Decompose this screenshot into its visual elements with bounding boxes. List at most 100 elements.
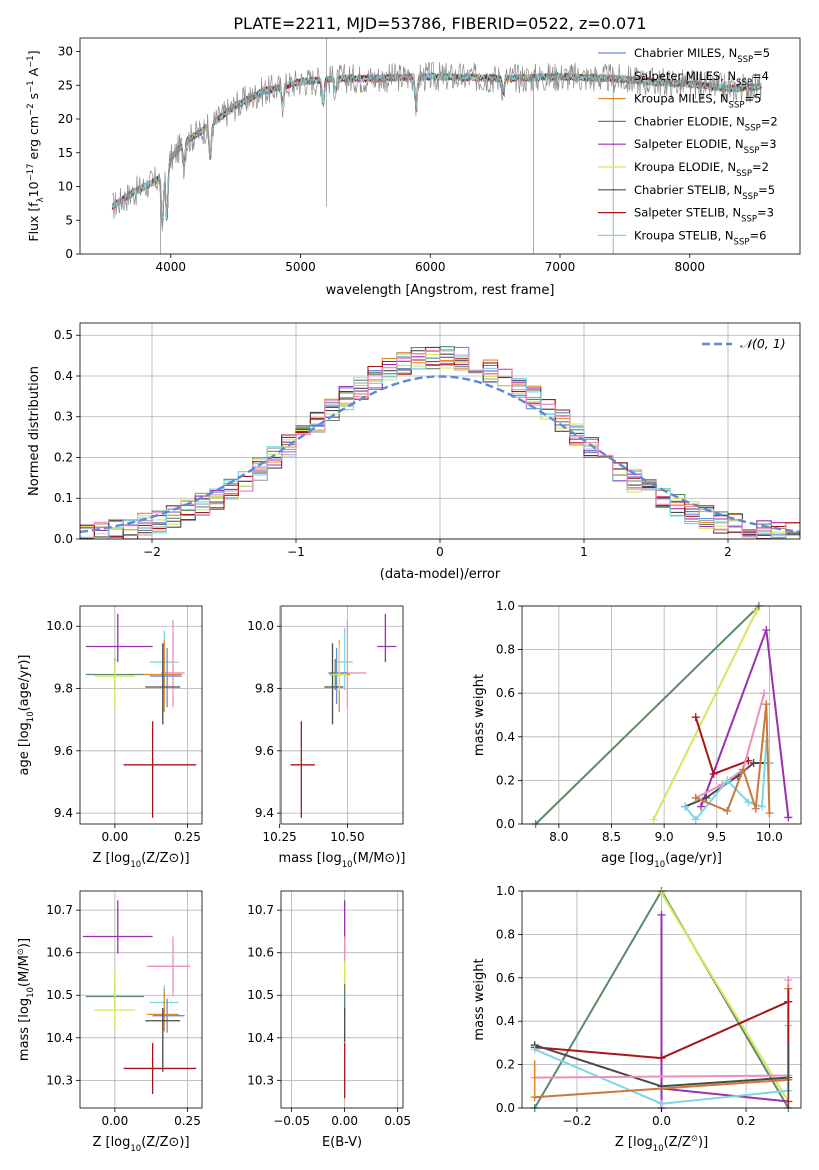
y-tick-label: 10.5 — [247, 988, 274, 1002]
y-tick-label: 9.4 — [255, 806, 274, 820]
legend-label: Salpeter ELODIE, NSSP=3 — [634, 137, 777, 156]
weight-series — [530, 887, 793, 1112]
x-tick-label: 6000 — [415, 260, 446, 274]
error-points — [85, 613, 197, 818]
legend-label: Salpeter STELIB, NSSP=3 — [634, 206, 774, 225]
y-tick-label: 0.8 — [496, 643, 515, 657]
weight-series-line — [660, 892, 790, 1103]
weight-marker — [691, 713, 700, 722]
y-tick-label: 0.4 — [54, 369, 73, 383]
y-tick-label: 9.6 — [54, 744, 73, 758]
x-tick-label: 7000 — [545, 260, 576, 274]
residual-histogram-panel: −2 −1 0 1 2 0.0 0.1 0.2 0.3 0.4 0.5 𝒩(0, 1) (data-mo… — [27, 322, 801, 582]
y-tick-label: 10.4 — [247, 1031, 274, 1045]
y-tick-label: 0.2 — [496, 1058, 515, 1072]
weight-series-line — [695, 703, 771, 814]
y-tick-label: 0.1 — [54, 491, 73, 505]
weight-marker — [762, 625, 771, 634]
x-axis-label: Z [log10(Z/Z⊙)] — [92, 851, 189, 870]
grid-lines — [279, 606, 403, 824]
y-tick-label: 10.7 — [46, 903, 73, 917]
weight-marker — [723, 806, 732, 815]
legend: Chabrier MILES, NSSP=5 Salpeter MILES, NS… — [598, 46, 778, 247]
y-tick-label: 5 — [65, 213, 73, 227]
weight-marker — [784, 813, 793, 822]
weight-marker — [691, 815, 700, 824]
legend-label: Kroupa STELIB, NSSP=6 — [634, 228, 766, 247]
y-tick-label: 0.4 — [496, 730, 515, 744]
y-tick-label: 0.2 — [54, 450, 73, 464]
weight-marker — [681, 802, 690, 811]
weight-marker — [762, 737, 771, 746]
x-axis-label: Z [log10(Z/Z⊙)] — [92, 1135, 189, 1154]
x-tick-label: 8000 — [674, 260, 705, 274]
x-axis-label: Z [log10(Z/Z⊙)] — [615, 1134, 708, 1154]
weight-marker — [784, 975, 793, 984]
axes-frame — [79, 890, 203, 1109]
gaussian-legend-label: 𝒩(0, 1) — [740, 336, 786, 351]
weight-marker — [657, 889, 666, 898]
weight-marker — [691, 793, 700, 802]
weight-marker — [657, 1054, 666, 1063]
weight-marker — [530, 1045, 539, 1054]
error-point — [149, 648, 182, 708]
y-axis-label: Normed distribution — [27, 366, 42, 496]
error-point — [324, 643, 344, 725]
weight-marker — [749, 758, 758, 767]
x-tick-label: −0.05 — [273, 1114, 310, 1128]
y-axis-label: mass weight — [472, 674, 487, 756]
y-tick-label: 0.6 — [496, 971, 515, 985]
y-tick-label: 10.5 — [46, 988, 73, 1002]
y-tick-label: 0.5 — [54, 328, 73, 342]
y-tick-label: 0.2 — [496, 773, 515, 787]
y-tick-label: 10.0 — [247, 619, 274, 633]
legend-label: Chabrier ELODIE, NSSP=2 — [634, 114, 778, 133]
weight-series-line — [535, 605, 760, 825]
error-point — [161, 620, 185, 708]
x-axis-label: age [log10(age/yr)] — [601, 851, 722, 870]
error-point — [82, 900, 153, 954]
y-tick-label: 0.8 — [496, 927, 515, 941]
x-axis-label: E(B-V) — [322, 1135, 362, 1150]
weight-marker — [752, 606, 761, 615]
legend-item: Salpeter ELODIE, NSSP=3 — [598, 137, 777, 156]
weight-marker — [702, 793, 711, 802]
error-point — [152, 998, 185, 1033]
legend-item: Kroupa STELIB, NSSP=6 — [598, 228, 766, 247]
y-tick-label: 10.6 — [46, 946, 73, 960]
error-points — [290, 613, 397, 818]
y-tick-label: 0.0 — [496, 817, 515, 831]
weight-marker — [765, 809, 774, 818]
y-tick-label: 9.6 — [255, 744, 274, 758]
metallicity-weight-panel: −0.2 0.0 0.2 0.0 0.2 0.4 0.6 0.8 1.0 Z [log10(Z/Z… — [472, 884, 802, 1154]
weight-marker — [765, 758, 774, 767]
x-tick-label: 0.0 — [652, 1114, 671, 1128]
legend-item: Chabrier STELIB, NSSP=5 — [598, 183, 775, 202]
legend-label: Chabrier STELIB, NSSP=5 — [634, 183, 775, 202]
error-point — [145, 1008, 181, 1072]
error-point — [328, 648, 348, 705]
legend-label: Chabrier MILES, NSSP=5 — [634, 46, 770, 65]
x-tick-label: 0.00 — [101, 1114, 128, 1128]
x-tick-label: 0.2 — [736, 1114, 755, 1128]
error-point — [85, 613, 153, 663]
x-tick-label: 0.00 — [101, 830, 128, 844]
y-tick-label: 10.4 — [46, 1031, 73, 1045]
x-tick-label: 9.0 — [655, 830, 674, 844]
y-tick-label: 10.3 — [247, 1073, 274, 1087]
y-tick-label: 10 — [58, 180, 73, 194]
axes-frame — [79, 605, 203, 825]
x-axis-label: mass [log10(M/M⊙)] — [279, 851, 406, 870]
legend-item: Chabrier MILES, NSSP=5 — [598, 46, 770, 65]
weight-marker — [758, 802, 767, 811]
metallicity-age-panel: 0.00 0.25 9.4 9.6 9.8 10.0 Z [log10(Z/Z⊙)] age … — [17, 605, 203, 870]
weight-series-line — [660, 914, 789, 1108]
y-tick-label: 9.4 — [54, 806, 73, 820]
x-tick-label: 1 — [580, 545, 588, 559]
weight-marker — [657, 1099, 666, 1108]
spectrum-panel: 4000 5000 6000 7000 8000 0 5 10 15 20 25 30 waveleng… — [26, 37, 801, 298]
mass-age-panel: 10.25 10.50 9.4 9.6 9.8 10.0 mass [log10(M/M⊙)… — [247, 605, 406, 870]
y-tick-label: 0.0 — [54, 532, 73, 546]
y-tick-label: 0 — [65, 247, 73, 261]
